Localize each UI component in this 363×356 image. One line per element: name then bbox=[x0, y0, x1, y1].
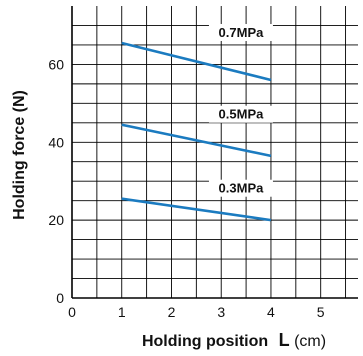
series-group bbox=[121, 41, 272, 222]
x-tick-label: 0 bbox=[68, 304, 76, 320]
series-label-bg bbox=[208, 179, 273, 197]
y-axis-title: Holding force (N) bbox=[11, 90, 28, 220]
series-line bbox=[121, 41, 272, 82]
x-axis-title: Holding position L (cm) bbox=[142, 330, 326, 350]
series-line bbox=[121, 123, 272, 158]
x-tick-label: 5 bbox=[317, 304, 325, 320]
y-tick-labels: 0 20 40 60 bbox=[48, 56, 64, 306]
series-label-bg bbox=[208, 23, 273, 41]
plot-frame bbox=[71, 6, 358, 299]
series-label: 0.3MPa bbox=[219, 181, 265, 196]
x-axis-title-var: L bbox=[279, 330, 290, 350]
series-labels: 0.7MPa 0.5MPa 0.3MPa bbox=[208, 23, 273, 197]
x-axis-title-unit: (cm) bbox=[294, 333, 326, 350]
x-axis-title-text: Holding position bbox=[142, 333, 268, 350]
x-tick-label: 3 bbox=[217, 304, 225, 320]
x-tick-label: 4 bbox=[267, 304, 275, 320]
series-label-bg bbox=[208, 105, 273, 123]
x-tick-label: 2 bbox=[168, 304, 176, 320]
y-tick-label: 20 bbox=[48, 212, 64, 228]
series-label: 0.5MPa bbox=[219, 107, 265, 122]
series-label: 0.7MPa bbox=[219, 25, 265, 40]
y-axis-title-text: Holding force (N) bbox=[11, 90, 28, 220]
x-tick-label: 1 bbox=[118, 304, 126, 320]
y-tick-label: 60 bbox=[48, 56, 64, 72]
y-tick-label: 40 bbox=[48, 134, 64, 150]
grid bbox=[72, 6, 358, 298]
y-tick-label: 0 bbox=[56, 290, 64, 306]
series-line bbox=[121, 197, 272, 222]
x-tick-labels: 0 1 2 3 4 5 bbox=[68, 304, 325, 320]
